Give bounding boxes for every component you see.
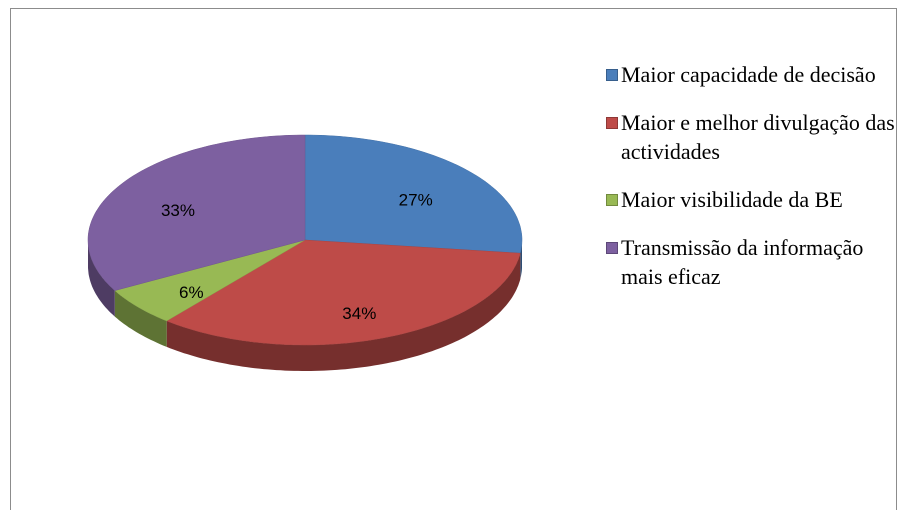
slice [87, 134, 306, 291]
slice-label: 33% [161, 201, 195, 220]
slice-side [88, 240, 115, 317]
slice-label: 6% [179, 283, 204, 302]
legend: Maior capacidade de decisão Maior e melho… [606, 60, 896, 310]
legend-label: Transmissão da informação mais eficaz [621, 235, 864, 289]
slice [114, 239, 306, 322]
slice-side [520, 240, 522, 280]
legend-entry: Transmissão da informação mais eficaz [606, 233, 896, 291]
slice-side [114, 290, 167, 347]
legend-entry: Maior e melhor divulgação das actividade… [606, 108, 896, 166]
legend-swatch [606, 242, 618, 254]
slice-side [166, 253, 521, 371]
slice-label: 27% [399, 190, 433, 209]
chart-frame [10, 8, 897, 510]
slice-label: 34% [342, 304, 376, 323]
slice [166, 239, 521, 346]
legend-swatch [606, 117, 618, 129]
legend-swatch [606, 69, 618, 81]
legend-entry: Maior visibilidade da BE [606, 185, 896, 214]
legend-label: Maior visibilidade da BE [621, 187, 843, 212]
legend-label: Maior capacidade de decisão [621, 62, 876, 87]
legend-entry: Maior capacidade de decisão [606, 60, 896, 89]
legend-swatch [606, 194, 618, 206]
slice [304, 134, 523, 254]
legend-label: Maior e melhor divulgação das actividade… [621, 110, 895, 164]
